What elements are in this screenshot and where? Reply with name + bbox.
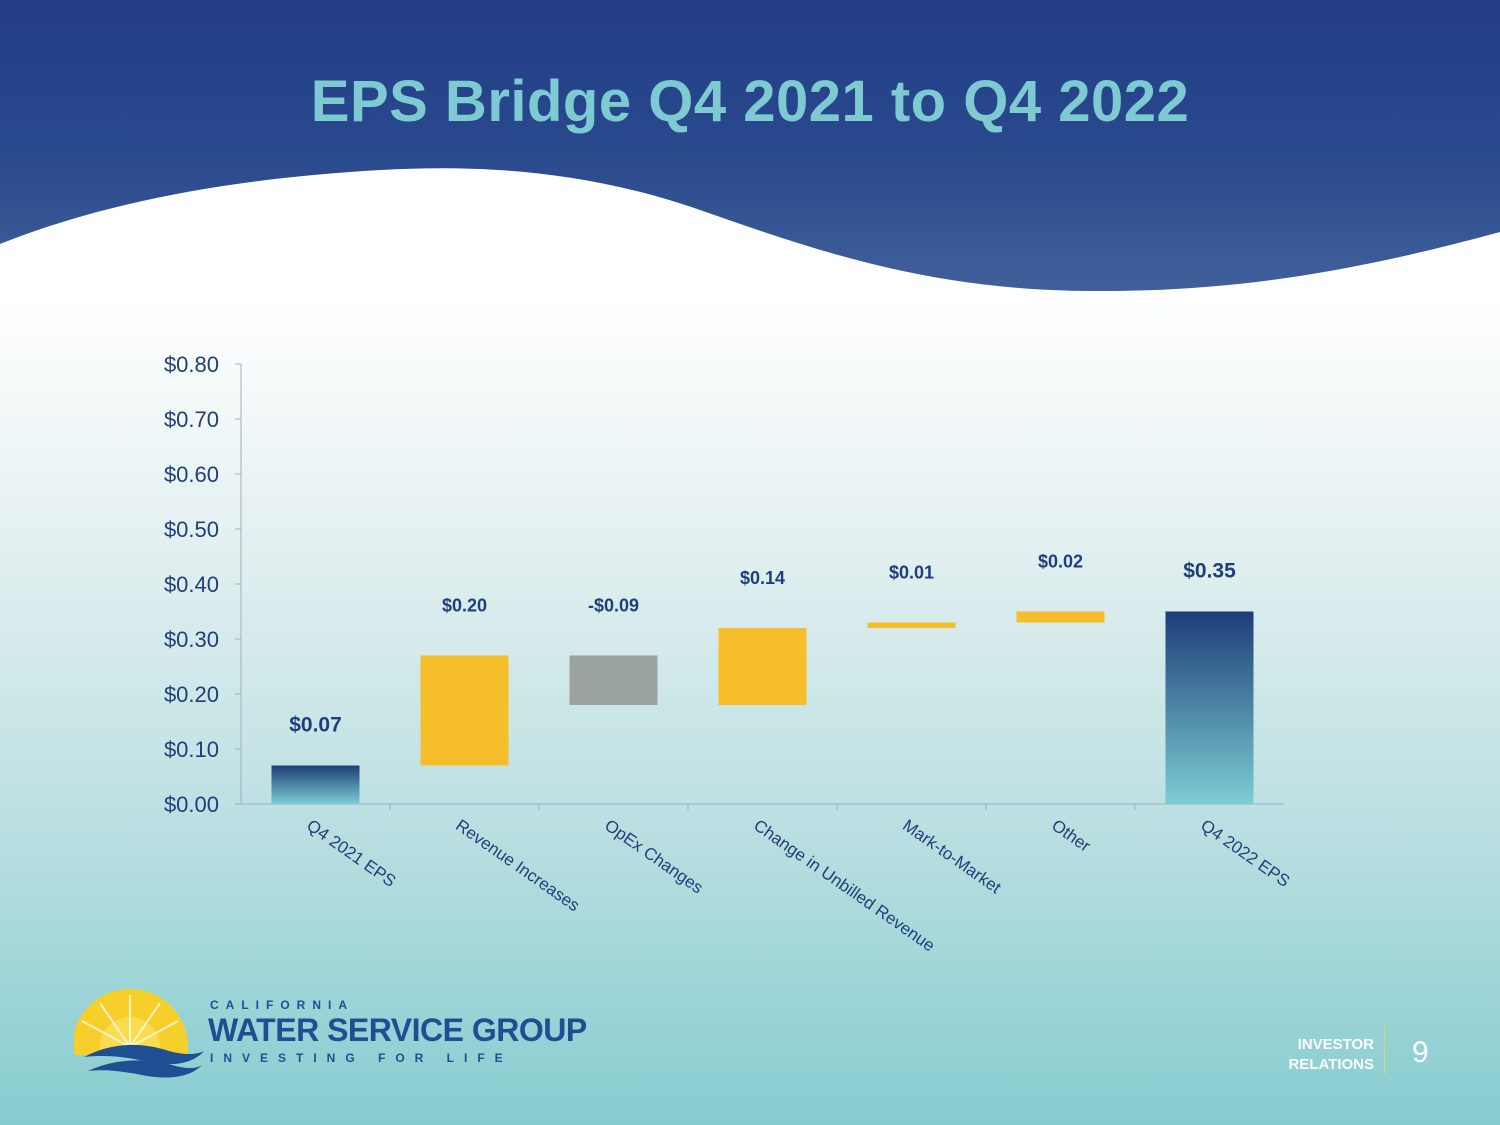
value-label: $0.20 xyxy=(442,596,487,616)
page-number: 9 xyxy=(1412,1036,1429,1069)
value-label: $0.02 xyxy=(1038,552,1083,572)
bars xyxy=(271,611,1254,804)
section-label-line1: INVESTOR xyxy=(1297,1036,1374,1053)
brand-tagline: INVESTING FOR LIFE xyxy=(210,1051,513,1065)
value-label: $0.35 xyxy=(1183,560,1236,583)
bar-6 xyxy=(1165,611,1254,804)
section-label-line2: RELATIONS xyxy=(1288,1056,1374,1073)
section-label: INVESTOR RELATIONS xyxy=(1288,1035,1374,1075)
category-label: OpEx Changes xyxy=(601,816,706,898)
bar-4 xyxy=(867,622,956,628)
y-tick-label: $0.40 xyxy=(164,572,219,597)
value-label: $0.14 xyxy=(740,568,785,588)
y-axis: $0.00 $0.10 $0.20 $0.30 $0.40 $0.50 $0.60 $0.70… xyxy=(164,352,1284,817)
category-label: Q4 2022 EPS xyxy=(1197,816,1293,891)
category-label: Other xyxy=(1048,816,1094,856)
brand-line2: WATER SERVICE GROUP xyxy=(208,1012,587,1048)
y-tick-label: $0.20 xyxy=(164,682,219,707)
bar-3 xyxy=(718,628,807,705)
category-label: Revenue Increases xyxy=(452,816,583,916)
bar-1 xyxy=(420,655,509,766)
y-tick-label: $0.30 xyxy=(164,627,219,652)
company-logo xyxy=(74,989,204,1078)
bar-2 xyxy=(569,655,658,705)
header-wave xyxy=(0,0,1500,292)
bar-5 xyxy=(1016,611,1105,623)
category-label: Q4 2021 EPS xyxy=(303,816,399,891)
brand-line1: CALIFORNIA xyxy=(210,998,354,1012)
slide-title: EPS Bridge Q4 2021 to Q4 2022 xyxy=(310,69,1190,134)
value-label: $0.07 xyxy=(289,714,342,737)
value-label: -$0.09 xyxy=(588,596,639,616)
y-tick-label: $0.50 xyxy=(164,517,219,542)
bar-0 xyxy=(271,765,360,804)
value-label: $0.01 xyxy=(889,563,934,583)
y-tick-label: $0.70 xyxy=(164,407,219,432)
category-label: Mark-to-Market xyxy=(899,816,1005,898)
y-tick-label: $0.00 xyxy=(164,792,219,817)
footer-divider xyxy=(1384,1024,1385,1074)
y-tick-label: $0.60 xyxy=(164,462,219,487)
y-tick-label: $0.80 xyxy=(164,352,219,377)
y-tick-label: $0.10 xyxy=(164,737,219,762)
